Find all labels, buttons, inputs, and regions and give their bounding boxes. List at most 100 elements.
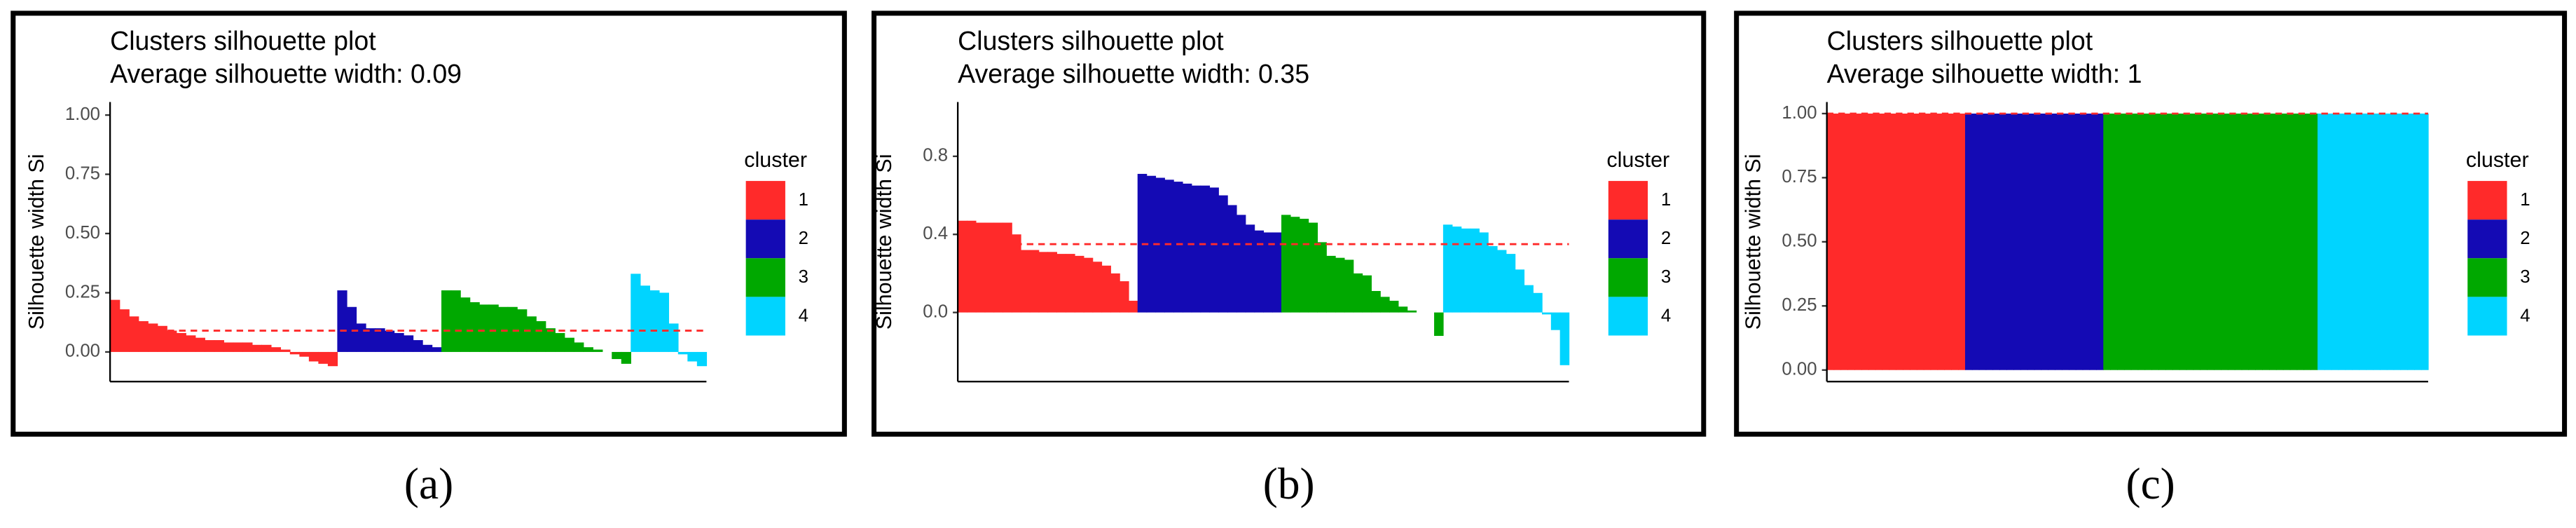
- bar: [2110, 113, 2118, 370]
- bar: [148, 323, 158, 352]
- bar: [1236, 215, 1246, 313]
- bar: [1951, 113, 1959, 370]
- bar: [1847, 113, 1855, 370]
- legend-swatch: [2467, 258, 2507, 297]
- bar: [1542, 312, 1552, 315]
- bar: [2275, 113, 2284, 370]
- bar: [1200, 185, 1211, 313]
- bar: [2137, 113, 2146, 370]
- bar: [2324, 113, 2332, 370]
- bar: [450, 290, 461, 352]
- y-tick-label: 0.75: [1782, 167, 1817, 187]
- bar: [2407, 113, 2415, 370]
- bar: [1029, 250, 1040, 313]
- bar: [2400, 113, 2409, 370]
- legend-label: 4: [799, 306, 808, 325]
- bar: [1971, 113, 1980, 370]
- bar: [2144, 113, 2153, 370]
- bar: [1992, 113, 2001, 370]
- bar: [1930, 113, 1938, 370]
- bar: [958, 220, 967, 313]
- bar: [593, 349, 603, 352]
- legend-swatch: [745, 219, 785, 259]
- bar: [403, 335, 414, 352]
- bar: [1461, 228, 1471, 313]
- bar: [157, 325, 167, 352]
- bar: [233, 342, 243, 352]
- legend-swatch: [2467, 219, 2507, 259]
- bar: [1985, 113, 1994, 370]
- y-tick-label: 0.50: [65, 223, 100, 243]
- bar: [1003, 222, 1012, 313]
- bar: [308, 351, 319, 362]
- bar: [2103, 113, 2111, 370]
- bar: [2289, 113, 2298, 370]
- bar: [1218, 195, 1228, 313]
- bar: [1254, 230, 1265, 313]
- bar: [2117, 113, 2125, 370]
- bar: [2262, 113, 2270, 370]
- bar: [1227, 205, 1237, 313]
- legend-swatch: [1608, 219, 1648, 259]
- bar: [1290, 217, 1300, 313]
- bar: [1398, 306, 1408, 313]
- bar: [2123, 113, 2132, 370]
- bar: [1506, 254, 1516, 313]
- bar: [337, 290, 347, 352]
- bar: [214, 340, 224, 352]
- bar: [1281, 215, 1291, 313]
- bar: [1937, 113, 1945, 370]
- y-axis-label: Silhouette width Si: [872, 154, 896, 330]
- bar: [1164, 180, 1174, 313]
- bar: [1173, 182, 1183, 313]
- bar: [186, 335, 196, 352]
- chart-title: Clusters silhouette plot: [958, 26, 1224, 55]
- y-axis-label: Silhouette width Si: [1742, 154, 1765, 330]
- bar: [1868, 113, 1876, 370]
- legend-label: 2: [1661, 229, 1671, 248]
- panel-frame: [11, 11, 847, 437]
- bar: [498, 306, 509, 352]
- bar: [1958, 113, 1966, 370]
- bar: [2186, 113, 2194, 370]
- bar: [564, 337, 574, 352]
- bar: [2048, 113, 2055, 370]
- bar: [2352, 113, 2360, 370]
- bar: [1923, 113, 1931, 370]
- bar: [1371, 290, 1381, 313]
- y-tick-label: 0.4: [923, 224, 948, 243]
- bar: [696, 351, 708, 367]
- bar: [167, 330, 177, 352]
- bar: [2089, 113, 2098, 370]
- bar: [327, 351, 338, 367]
- bar: [1083, 257, 1094, 313]
- panel-frame: [1734, 11, 2568, 437]
- bar: [1038, 252, 1049, 313]
- bar: [2193, 113, 2201, 370]
- bar: [545, 328, 556, 352]
- bar: [318, 351, 329, 364]
- chart-subtitle: Average silhouette width: 1: [1827, 59, 2142, 88]
- legend-title: cluster: [1606, 148, 1669, 172]
- bar: [1452, 226, 1462, 313]
- bar: [346, 306, 357, 352]
- bar: [2082, 113, 2091, 370]
- bar: [394, 332, 404, 352]
- panel-frame: [872, 11, 1707, 437]
- bar: [536, 321, 546, 352]
- bar: [2414, 113, 2422, 370]
- chart-subtitle: Average silhouette width: 0.35: [958, 59, 1309, 88]
- legend-label: 4: [2520, 306, 2530, 325]
- bar: [1854, 113, 1862, 370]
- y-tick-label: 0.00: [1782, 360, 1817, 379]
- bar: [2220, 113, 2229, 370]
- bar: [422, 344, 433, 352]
- bar: [1245, 224, 1255, 313]
- bar: [2055, 113, 2062, 370]
- legend-title: cluster: [744, 148, 807, 172]
- y-tick-label: 0.0: [923, 302, 948, 321]
- bar: [2282, 113, 2291, 370]
- bar: [2345, 113, 2353, 370]
- bar: [2393, 113, 2402, 370]
- y-tick-label: 1.00: [65, 104, 100, 124]
